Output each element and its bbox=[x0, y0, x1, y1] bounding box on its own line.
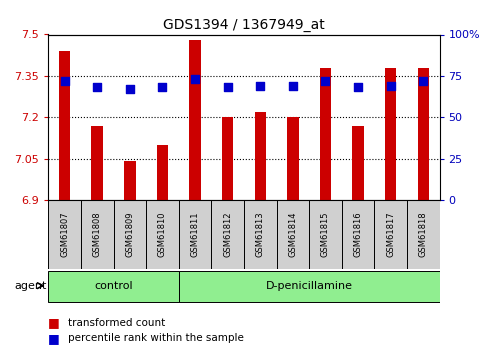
Bar bbox=[189, 40, 201, 200]
Bar bbox=[114, 200, 146, 269]
Text: D-penicillamine: D-penicillamine bbox=[266, 281, 353, 290]
Bar bbox=[146, 200, 179, 269]
Bar bbox=[407, 200, 440, 269]
Point bbox=[387, 83, 395, 89]
Bar bbox=[255, 112, 266, 200]
Bar bbox=[320, 68, 331, 200]
Text: transformed count: transformed count bbox=[68, 318, 165, 327]
Point bbox=[322, 78, 329, 83]
Text: GSM61807: GSM61807 bbox=[60, 212, 69, 257]
Text: ■: ■ bbox=[48, 316, 60, 329]
Bar bbox=[179, 271, 440, 302]
Point bbox=[224, 85, 231, 90]
Bar bbox=[287, 117, 298, 200]
Text: GSM61813: GSM61813 bbox=[256, 212, 265, 257]
Bar bbox=[309, 200, 342, 269]
Bar bbox=[91, 126, 103, 200]
Bar bbox=[179, 200, 212, 269]
Text: ■: ■ bbox=[48, 332, 60, 345]
Point bbox=[289, 83, 297, 89]
Text: control: control bbox=[94, 281, 133, 290]
Title: GDS1394 / 1367949_at: GDS1394 / 1367949_at bbox=[163, 18, 325, 32]
Bar bbox=[59, 51, 71, 200]
Text: GSM61815: GSM61815 bbox=[321, 212, 330, 257]
Bar bbox=[124, 161, 136, 200]
Text: GSM61808: GSM61808 bbox=[93, 212, 102, 257]
Text: GSM61809: GSM61809 bbox=[125, 212, 134, 257]
Point bbox=[354, 85, 362, 90]
Bar bbox=[417, 68, 429, 200]
Text: GSM61812: GSM61812 bbox=[223, 212, 232, 257]
Point bbox=[256, 83, 264, 89]
Text: GSM61811: GSM61811 bbox=[190, 212, 199, 257]
Text: percentile rank within the sample: percentile rank within the sample bbox=[68, 333, 243, 343]
Point bbox=[61, 78, 69, 83]
Bar bbox=[342, 200, 374, 269]
Text: GSM61810: GSM61810 bbox=[158, 212, 167, 257]
Point bbox=[126, 86, 134, 92]
Point bbox=[158, 85, 166, 90]
Bar bbox=[212, 200, 244, 269]
Bar bbox=[244, 200, 277, 269]
Text: GSM61818: GSM61818 bbox=[419, 212, 428, 257]
Bar bbox=[374, 200, 407, 269]
Bar bbox=[48, 200, 81, 269]
Bar bbox=[222, 117, 233, 200]
Text: agent: agent bbox=[14, 281, 47, 290]
Bar bbox=[48, 271, 179, 302]
Bar bbox=[352, 126, 364, 200]
Text: GSM61817: GSM61817 bbox=[386, 212, 395, 257]
Bar bbox=[385, 68, 397, 200]
Text: GSM61814: GSM61814 bbox=[288, 212, 298, 257]
Bar bbox=[276, 200, 309, 269]
Point bbox=[419, 78, 427, 83]
Bar bbox=[81, 200, 114, 269]
Point bbox=[93, 85, 101, 90]
Point bbox=[191, 77, 199, 82]
Text: GSM61816: GSM61816 bbox=[354, 212, 363, 257]
Bar bbox=[156, 145, 168, 200]
